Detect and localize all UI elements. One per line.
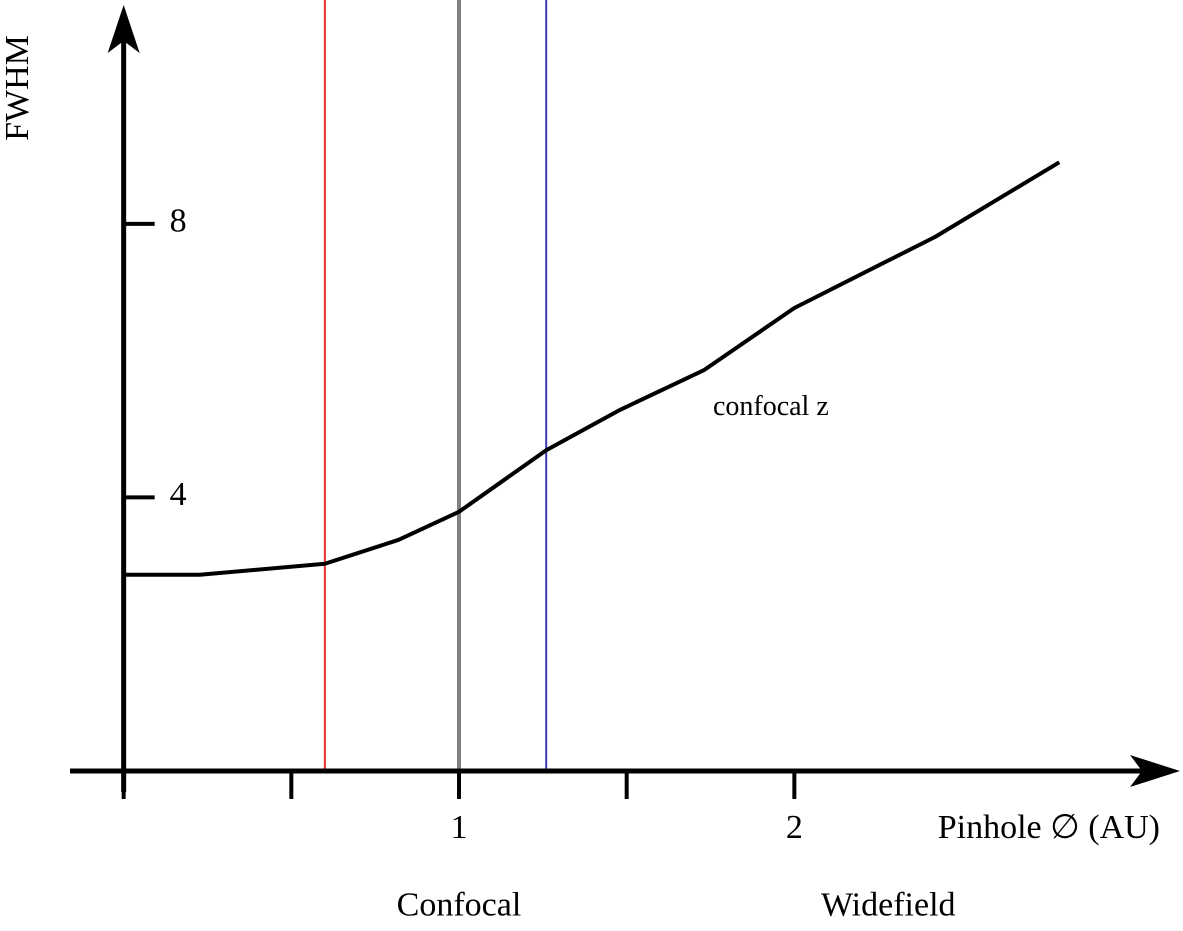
y-tick-label: 8 (170, 203, 187, 240)
x-axis-label: Pinhole ∅ (AU) (938, 809, 1160, 846)
annotation: confocal z (713, 391, 829, 422)
y-tick-label: 4 (170, 476, 187, 513)
x-tick-label: 1 (451, 809, 468, 846)
x-axis-arrow (1130, 755, 1180, 787)
y-axis-label: FWHM (0, 35, 36, 141)
y-axis-arrow (107, 5, 140, 53)
annotation: Confocal (397, 887, 522, 924)
data-line (123, 160, 1061, 577)
annotation: Widefield (821, 887, 956, 924)
x-tick-label: 2 (786, 809, 803, 846)
